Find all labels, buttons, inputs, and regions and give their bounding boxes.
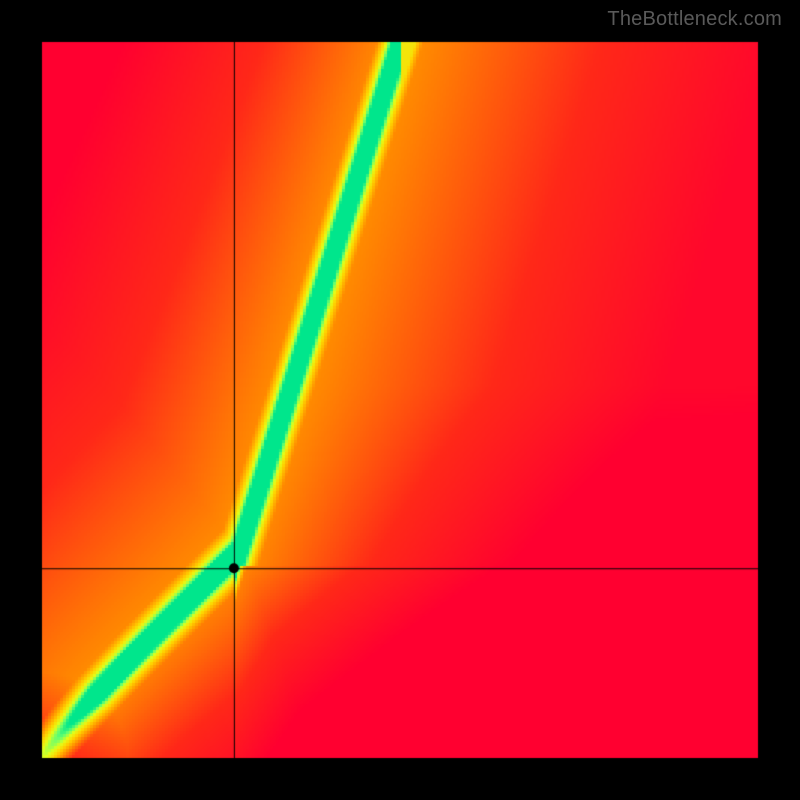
bottleneck-heatmap-canvas bbox=[0, 0, 800, 800]
chart-container: TheBottleneck.com bbox=[0, 0, 800, 800]
watermark-text: TheBottleneck.com bbox=[607, 8, 782, 31]
